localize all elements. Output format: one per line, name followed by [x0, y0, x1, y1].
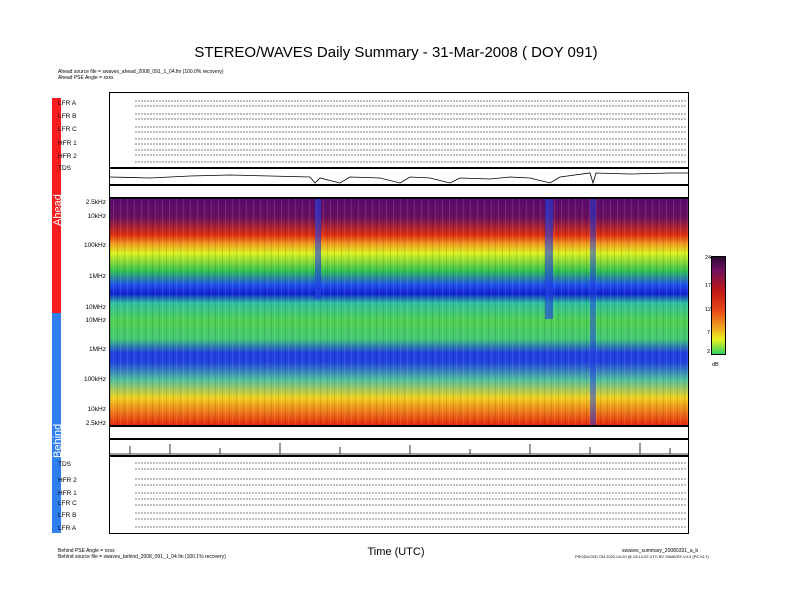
ahead-tds-panel	[109, 168, 689, 185]
ahead-side-bar	[52, 98, 61, 313]
ahead-pse-angle: Ahead PSE Angle = xxxx	[58, 75, 114, 81]
ahead-freq-label: 10MHz	[85, 304, 106, 311]
ahead-freq-label: 2.5kHz	[85, 199, 106, 206]
behind-status-rows-svg	[135, 462, 686, 528]
behind-side-label: Behind	[52, 423, 64, 458]
ahead-apm-panel	[109, 185, 689, 198]
behind-status-panel	[109, 456, 689, 534]
behind-row-label: LFR C	[58, 500, 77, 507]
ahead-row-label: LFR C	[58, 126, 77, 133]
colorbar-tick: 2	[707, 349, 711, 355]
behind-pse-angle: Behind PSE Angle = xxxx	[58, 548, 115, 554]
colorbar-tick: 7	[707, 330, 711, 336]
behind-side-bar	[52, 313, 61, 533]
colorbar-tick: 24	[705, 255, 712, 261]
behind-apm-panel	[109, 426, 689, 439]
produced-line: PRODUCED ON 2022-04-20 @ 13:14:22 UTC BY…	[575, 554, 709, 559]
behind-source-file: Behind source file = swaves_behind_2008_…	[58, 554, 226, 560]
behind-tds-svg	[110, 443, 688, 455]
page-title: STEREO/WAVES Daily Summary - 31-Mar-2008…	[194, 44, 598, 61]
behind-freq-label: 100kHz	[83, 376, 106, 383]
behind-freq-label: 1MHz	[89, 346, 106, 353]
ahead-row-label: HFR 1	[58, 140, 77, 147]
summary-file: swaves_summary_20080331_a_b	[622, 548, 699, 554]
behind-freq-label: 10MHz	[85, 317, 106, 324]
colorbar-tick: 17	[705, 283, 712, 289]
x-axis-label: Time (UTC)	[367, 546, 425, 558]
ahead-status-rows-svg	[135, 100, 686, 163]
ahead-source-file: Ahead source file = swaves_ahead_2008_09…	[58, 69, 224, 75]
ahead-heatmap-svg	[110, 199, 688, 425]
ahead-tds-svg	[109, 172, 688, 185]
ahead-freq-label: 10kHz	[87, 213, 106, 220]
ahead-row-label: TDS	[58, 165, 71, 172]
colorbar-tick: 12	[705, 307, 712, 313]
ahead-heatmap-panel	[109, 198, 689, 426]
ahead-row-label: LFR A	[58, 100, 77, 107]
colorbar	[711, 256, 726, 355]
colorbar-unit: dB	[712, 362, 719, 368]
ahead-row-label: LFR B	[58, 113, 77, 120]
ahead-row-label: HFR 2	[58, 153, 77, 160]
behind-row-label: TDS	[58, 461, 71, 468]
ahead-freq-label: 1MHz	[89, 273, 106, 280]
behind-tds-panel	[109, 439, 689, 456]
behind-row-label: HFR 1	[58, 490, 77, 497]
behind-row-label: LFR B	[58, 512, 77, 519]
behind-freq-label: 2.5kHz	[85, 420, 106, 427]
behind-row-label: LFR A	[58, 525, 77, 532]
ahead-status-panel	[109, 92, 689, 168]
behind-freq-label: 10kHz	[87, 406, 106, 413]
behind-row-label: HFR 2	[58, 477, 77, 484]
ahead-freq-label: 100kHz	[83, 242, 106, 249]
